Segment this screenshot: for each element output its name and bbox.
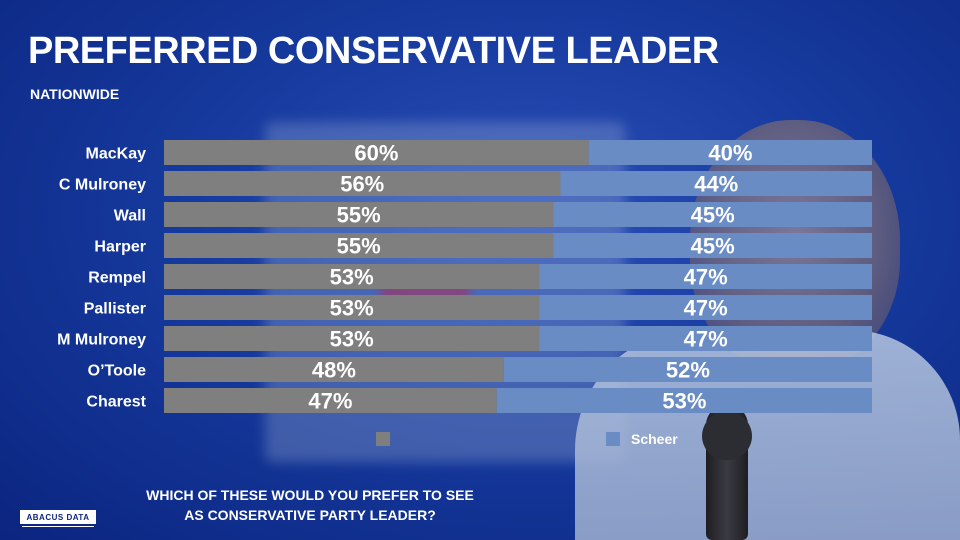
category-label: M Mulroney bbox=[57, 332, 146, 349]
bar-scheer bbox=[588, 140, 872, 165]
data-label: 47% bbox=[684, 327, 728, 352]
category-label: O’Toole bbox=[88, 363, 146, 380]
page-subtitle: NATIONWIDE bbox=[30, 86, 120, 102]
category-label: Charest bbox=[86, 394, 146, 411]
page-title: PREFERRED CONSERVATIVE LEADER bbox=[28, 30, 719, 72]
bar-scheer bbox=[503, 357, 872, 382]
legend-swatch-scheer bbox=[606, 432, 620, 446]
data-label: 53% bbox=[330, 265, 374, 290]
bar-candidate bbox=[164, 233, 554, 258]
bar-candidate bbox=[164, 295, 540, 320]
bar-candidate bbox=[164, 326, 540, 351]
bar-candidate bbox=[164, 264, 540, 289]
category-label: Harper bbox=[94, 239, 146, 256]
data-label: 40% bbox=[708, 141, 752, 166]
legend-label: Scheer bbox=[631, 431, 678, 447]
data-label: 48% bbox=[312, 358, 356, 383]
data-label: 53% bbox=[330, 296, 374, 321]
data-label: 60% bbox=[354, 141, 398, 166]
data-label: 47% bbox=[308, 389, 352, 414]
bar-scheer bbox=[539, 295, 872, 320]
abacus-data-logo: ABACUS DATA bbox=[20, 510, 96, 524]
bar-candidate bbox=[164, 171, 561, 196]
legend-swatch-candidate bbox=[376, 432, 390, 446]
bar-scheer bbox=[539, 326, 872, 351]
data-label: 47% bbox=[684, 265, 728, 290]
bar-candidate bbox=[164, 202, 554, 227]
bar-scheer bbox=[553, 202, 872, 227]
category-label: Rempel bbox=[88, 270, 146, 287]
microphone-head-icon bbox=[702, 412, 752, 460]
data-label: 53% bbox=[330, 327, 374, 352]
data-label: 55% bbox=[337, 234, 381, 259]
category-label: C Mulroney bbox=[59, 177, 146, 194]
data-label: 44% bbox=[694, 172, 738, 197]
bar-candidate bbox=[164, 388, 497, 413]
logo-underline bbox=[22, 526, 94, 527]
data-label: 47% bbox=[684, 296, 728, 321]
data-label: 45% bbox=[691, 203, 735, 228]
bar-candidate bbox=[164, 357, 504, 382]
bar-scheer bbox=[539, 264, 872, 289]
data-label: 56% bbox=[340, 172, 384, 197]
data-label: 53% bbox=[662, 389, 706, 414]
bar-scheer bbox=[553, 233, 872, 258]
bar-candidate bbox=[164, 140, 589, 165]
bar-scheer bbox=[496, 388, 872, 413]
bar-scheer bbox=[560, 171, 872, 196]
category-label: Pallister bbox=[84, 301, 146, 318]
category-label: Wall bbox=[114, 208, 146, 225]
data-label: 52% bbox=[666, 358, 710, 383]
data-label: 55% bbox=[337, 203, 381, 228]
survey-question: WHICH OF THESE WOULD YOU PREFER TO SEE A… bbox=[146, 487, 474, 523]
category-label: MacKay bbox=[86, 146, 147, 163]
data-label: 45% bbox=[691, 234, 735, 259]
